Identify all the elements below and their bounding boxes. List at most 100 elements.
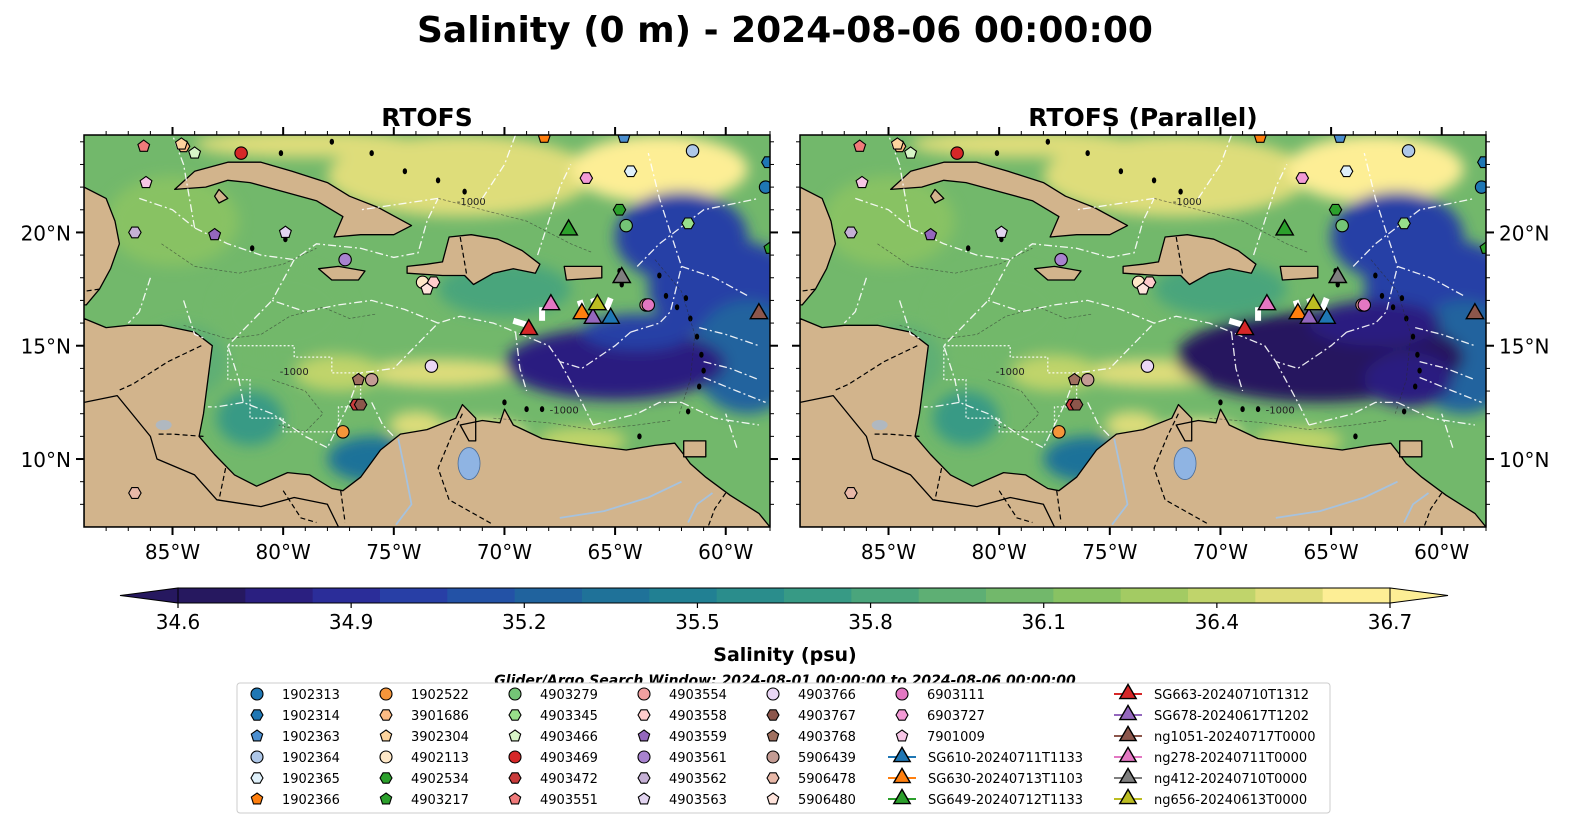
island bbox=[1218, 399, 1223, 406]
eez-line bbox=[1419, 376, 1482, 404]
legend-item: 1902522 bbox=[379, 687, 469, 703]
border-line bbox=[1153, 413, 1210, 526]
legend-label: 4903767 bbox=[798, 709, 856, 724]
legend-item: 7901009 bbox=[895, 729, 985, 745]
island bbox=[674, 304, 680, 311]
x-tick-label: 80°W bbox=[256, 540, 311, 564]
island bbox=[1373, 272, 1378, 279]
legend-label: 4902113 bbox=[411, 751, 469, 766]
eez-line bbox=[360, 197, 439, 211]
marker-1902365 bbox=[1339, 165, 1354, 178]
panel-title: RTOFS bbox=[381, 103, 473, 132]
contour-label: -1000 bbox=[996, 367, 1025, 378]
legend: 1902313 1902314 1902363 1902364 1902365 19023… bbox=[236, 682, 1331, 814]
hispaniola-land bbox=[406, 234, 541, 286]
marker-1902366 bbox=[537, 135, 551, 143]
legend-label: SG678-20240617T1202 bbox=[1154, 709, 1309, 724]
legend-item: 4903472 bbox=[508, 772, 598, 787]
island bbox=[502, 399, 507, 406]
marker-5906478 bbox=[844, 487, 858, 499]
island bbox=[637, 433, 642, 440]
legend-label: 5906439 bbox=[798, 751, 856, 766]
island bbox=[965, 245, 971, 252]
legend-item: 4902113 bbox=[379, 750, 469, 766]
colorbar-tick-label: 36.1 bbox=[1021, 610, 1066, 634]
legend-label: 4903345 bbox=[540, 709, 598, 724]
island bbox=[278, 150, 284, 157]
salinity-patch bbox=[910, 135, 1132, 158]
marker-4903563 bbox=[278, 225, 292, 238]
marker-1902363 bbox=[617, 135, 631, 143]
puerto-rico-land bbox=[1279, 265, 1319, 281]
block-line bbox=[227, 345, 362, 433]
marker-4903559 bbox=[208, 227, 222, 241]
island bbox=[249, 245, 255, 252]
island bbox=[1151, 177, 1157, 184]
legend-marker bbox=[379, 687, 393, 701]
legend-label: 1902364 bbox=[282, 751, 340, 766]
river-line bbox=[1111, 438, 1129, 526]
legend-label: 4903279 bbox=[540, 688, 598, 703]
legend-marker bbox=[1118, 683, 1138, 700]
legend-item: 6903111 bbox=[895, 687, 985, 703]
island bbox=[694, 333, 700, 340]
marker-1902364 bbox=[685, 144, 700, 158]
colorbar-swatch bbox=[1053, 588, 1122, 603]
y-tick-label: 20°N bbox=[1499, 221, 1549, 245]
border-line bbox=[1056, 490, 1062, 523]
legend-label: 1902522 bbox=[411, 688, 469, 703]
marker-1902313 bbox=[1474, 180, 1486, 194]
country-borders bbox=[800, 236, 1443, 527]
border-line bbox=[1423, 492, 1443, 527]
marker-5906439 bbox=[364, 372, 379, 387]
legend-item: 1902365 bbox=[250, 772, 340, 787]
rivers bbox=[1111, 438, 1430, 526]
island bbox=[329, 138, 335, 145]
marker-4903562 bbox=[844, 226, 858, 239]
contour-label: -1000 bbox=[457, 197, 486, 208]
legend-marker bbox=[379, 729, 393, 742]
colorbar-tick-label: 35.8 bbox=[848, 610, 893, 634]
legend-item: ng412-20240710T0000 bbox=[1114, 767, 1307, 787]
cuba-land bbox=[890, 161, 1129, 238]
legend-marker bbox=[508, 687, 522, 701]
legend-item: 3901686 bbox=[379, 709, 469, 724]
island bbox=[435, 177, 441, 184]
legend-marker bbox=[250, 709, 264, 721]
rivers bbox=[395, 438, 714, 526]
eez-line bbox=[139, 197, 439, 261]
legend-item: SG678-20240617T1202 bbox=[1114, 704, 1309, 724]
contour-line bbox=[1209, 417, 1387, 430]
legend-label: 3902304 bbox=[411, 730, 469, 745]
legend-item: 4903279 bbox=[508, 687, 598, 703]
salinity-patch bbox=[1286, 135, 1464, 203]
eez-line bbox=[1252, 164, 1288, 256]
map-panel-rtofs: RTOFS -1000 -1000 -1000 85°W 80°W 75°W 70°W 65°… bbox=[21, 103, 778, 564]
legend-marker bbox=[637, 709, 651, 721]
border-line bbox=[873, 433, 920, 437]
bathymetry-contours bbox=[161, 198, 696, 433]
contour-line bbox=[654, 259, 696, 414]
marker-6903111 bbox=[1357, 298, 1372, 312]
x-tick-label: 85°W bbox=[861, 540, 916, 564]
legend-label: SG649-20240712T1133 bbox=[928, 793, 1083, 808]
marker-4903767 bbox=[353, 398, 368, 411]
legend-label: 6903111 bbox=[927, 688, 985, 703]
island bbox=[1085, 150, 1090, 157]
island bbox=[663, 292, 669, 299]
salinity-patch bbox=[932, 391, 1000, 446]
border-line bbox=[707, 492, 727, 527]
border-line bbox=[459, 236, 468, 276]
colorbar-swatch bbox=[514, 588, 583, 603]
axis-ticks bbox=[792, 127, 1494, 535]
salinity-patch bbox=[216, 266, 350, 358]
jamaica-land bbox=[1033, 265, 1082, 281]
legend-marker bbox=[766, 709, 780, 721]
colorbar-swatch bbox=[716, 588, 785, 603]
contour-line bbox=[161, 243, 317, 274]
legend-item: 4903466 bbox=[508, 729, 598, 745]
marker-4903768 bbox=[351, 372, 365, 386]
legend-marker bbox=[895, 729, 909, 742]
legend-marker bbox=[250, 729, 264, 742]
